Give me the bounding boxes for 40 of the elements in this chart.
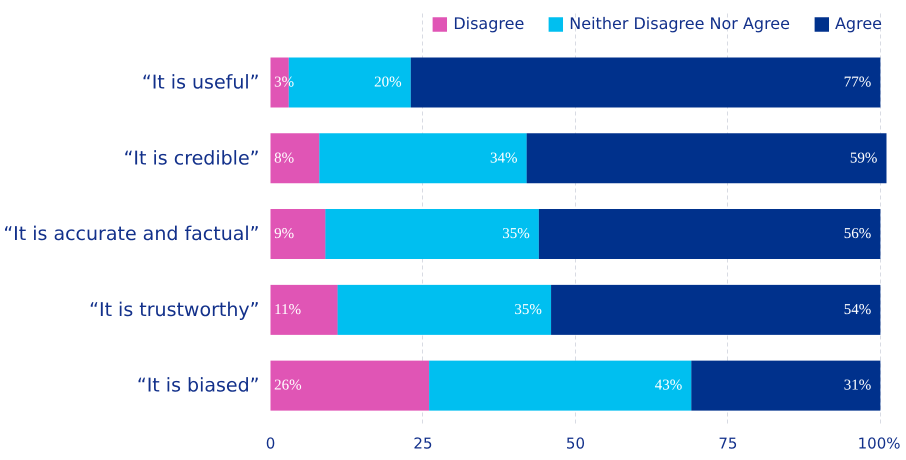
bar [325, 209, 539, 260]
data-label: 54% [844, 302, 872, 318]
data-label: 77% [844, 74, 872, 90]
legend-label: Agree [834, 14, 882, 33]
data-label: 9% [274, 226, 294, 242]
data-label: 34% [490, 150, 518, 166]
bar [270, 133, 320, 184]
bar [538, 209, 880, 260]
bar [410, 57, 880, 108]
bar [551, 284, 880, 335]
data-label: 8% [274, 150, 294, 166]
bar [526, 133, 886, 184]
x-tick-label: 0 [266, 434, 276, 452]
data-label: 43% [654, 378, 682, 394]
data-label: 59% [850, 150, 878, 166]
x-tick-label: 75 [718, 434, 738, 452]
bar [270, 360, 430, 411]
data-label: 11% [274, 302, 302, 318]
data-label: 20% [374, 74, 402, 90]
legend-label: Disagree [453, 14, 524, 33]
bar [270, 284, 338, 335]
y-tick-label: “It is biased” [136, 374, 260, 397]
y-tick-label: “It is trustworthy” [89, 298, 260, 321]
legend-label: Neither Disagree Nor Agree [569, 14, 790, 33]
y-tick-label: “It is credible” [124, 147, 260, 170]
bar [691, 360, 880, 411]
bar [270, 209, 326, 260]
x-tick-label: 50 [566, 434, 585, 452]
data-label: 26% [274, 378, 302, 394]
data-label: 31% [844, 378, 872, 394]
x-tick-label: 25 [413, 434, 433, 452]
data-label: 35% [502, 226, 530, 242]
data-label: 56% [844, 226, 872, 242]
data-label: 35% [514, 302, 542, 318]
y-tick-label: “It is accurate and factual” [3, 223, 260, 246]
bar [338, 284, 552, 335]
y-tick-label: “It is useful” [142, 71, 260, 94]
bar [319, 133, 527, 184]
x-tick-label: 100% [858, 434, 901, 452]
bar [429, 360, 692, 411]
